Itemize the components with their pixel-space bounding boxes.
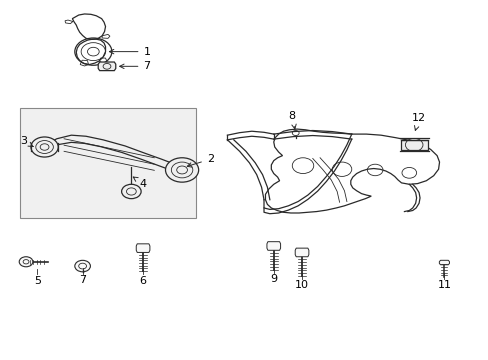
Text: 5: 5	[34, 276, 41, 286]
Text: 12: 12	[411, 113, 425, 130]
Text: 7: 7	[120, 61, 150, 71]
Text: 4: 4	[133, 177, 146, 189]
Polygon shape	[266, 242, 280, 250]
Polygon shape	[136, 244, 150, 252]
Text: 9: 9	[270, 274, 277, 284]
Text: 11: 11	[437, 280, 450, 291]
Polygon shape	[438, 260, 448, 265]
Circle shape	[165, 158, 198, 182]
Text: 2: 2	[187, 154, 213, 167]
Circle shape	[122, 184, 141, 199]
Polygon shape	[295, 248, 308, 257]
Bar	[20, 108, 195, 218]
Polygon shape	[400, 140, 427, 150]
Text: 6: 6	[139, 276, 146, 286]
Polygon shape	[98, 62, 116, 71]
Text: 7: 7	[79, 275, 86, 285]
Circle shape	[31, 137, 58, 157]
Text: 8: 8	[288, 111, 296, 129]
Circle shape	[19, 257, 33, 267]
Text: 10: 10	[294, 280, 308, 291]
Text: 3: 3	[20, 136, 33, 147]
Text: 1: 1	[109, 46, 150, 57]
Circle shape	[75, 260, 90, 272]
